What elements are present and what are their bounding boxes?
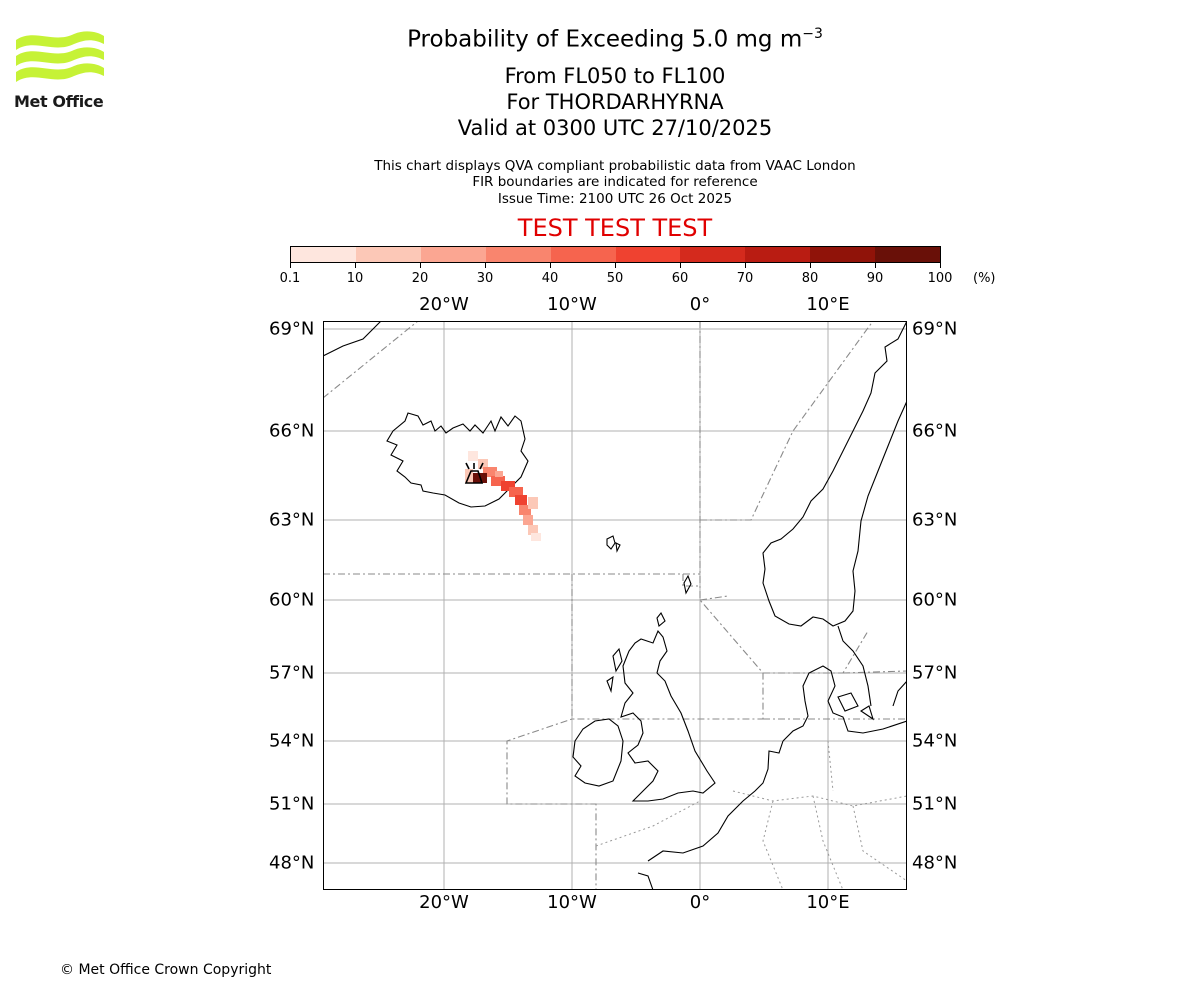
valid-time: Valid at 0300 UTC 27/10/2025 [457,116,773,140]
colorbar-tick-mark [485,263,486,268]
test-banner: TEST TEST TEST [517,214,713,242]
lat-label-left: 63°N [269,509,315,531]
issue-time: Issue Time: 2100 UTC 26 Oct 2025 [497,191,733,207]
country-borders [595,740,907,890]
colorbar-segment [550,247,616,262]
lat-label-right: 48°N [912,852,958,874]
colorbar-segment [485,247,551,262]
colorbar-tick-mark [680,263,681,268]
map [323,321,907,890]
lat-label-left: 51°N [269,793,315,815]
colorbar-segment [615,247,681,262]
colorbar-tick-mark [550,263,551,268]
colorbar-tick-mark [810,263,811,268]
lat-label-right: 60°N [912,589,958,611]
colorbar-tick-mark [290,263,291,268]
lon-label-top: 0° [689,294,711,315]
chart-title: Probability of Exceeding 5.0 mg m−3 [407,26,823,53]
note-line-2: FIR boundaries are indicated for referen… [472,174,758,190]
colorbar-tick-mark [420,263,421,268]
lat-label-left: 66°N [269,420,315,442]
lat-label-right: 63°N [912,509,958,531]
met-office-logo [16,31,104,82]
lat-label-right: 69°N [912,318,958,340]
colorbar-tick-label: 40 [541,271,559,286]
colorbar-tick-label: 0.1 [279,271,301,286]
colorbar-tick-label: 20 [411,271,429,286]
colorbar-segment [420,247,486,262]
colorbar-segment [291,247,356,262]
colorbar-tick-mark [355,263,356,268]
colorbar-tick-label: 30 [476,271,494,286]
volcano-icon [464,462,484,484]
coastlines [323,321,907,890]
lat-label-right: 57°N [912,662,958,684]
lat-label-right: 54°N [912,730,958,752]
colorbar-tick-label: 70 [736,271,754,286]
colorbar [290,246,941,263]
colorbar-tick-label: 80 [801,271,819,286]
colorbar-tick-label: 60 [671,271,689,286]
lon-label-bottom: 10°W [547,892,597,913]
colorbar-segment [745,247,811,262]
colorbar-segment [355,247,421,262]
lon-label-top: 20°W [419,294,469,315]
lon-label-top: 10°E [806,294,850,315]
note-line-1: This chart displays QVA compliant probab… [374,158,856,174]
lon-label-top: 10°W [547,294,597,315]
colorbar-segment [875,247,941,262]
lat-label-right: 66°N [912,420,958,442]
lat-label-left: 60°N [269,589,315,611]
colorbar-tick-mark [875,263,876,268]
colorbar-unit: (%) [973,271,996,286]
copyright: © Met Office Crown Copyright [60,962,272,978]
lat-label-left: 48°N [269,852,315,874]
lat-label-left: 57°N [269,662,315,684]
lon-label-bottom: 0° [689,892,711,913]
fir-boundaries [323,321,907,890]
volcano-name: For THORDARHYRNA [506,90,724,114]
colorbar-tick-mark [745,263,746,268]
colorbar-tick-label: 50 [606,271,624,286]
lat-label-right: 51°N [912,793,958,815]
colorbar-tick-mark [940,263,941,268]
colorbar-tick-label: 90 [866,271,884,286]
colorbar-segment [810,247,876,262]
colorbar-segment [680,247,746,262]
lon-label-bottom: 10°E [806,892,850,913]
lat-label-left: 54°N [269,730,315,752]
graticule [323,321,907,890]
lat-label-left: 69°N [269,318,315,340]
lon-label-bottom: 20°W [419,892,469,913]
logo-text: Met Office [14,92,104,111]
level-range: From FL050 to FL100 [504,64,726,88]
colorbar-tick-mark [615,263,616,268]
colorbar-tick-label: 10 [346,271,364,286]
colorbar-tick-label: 100 [927,271,953,286]
